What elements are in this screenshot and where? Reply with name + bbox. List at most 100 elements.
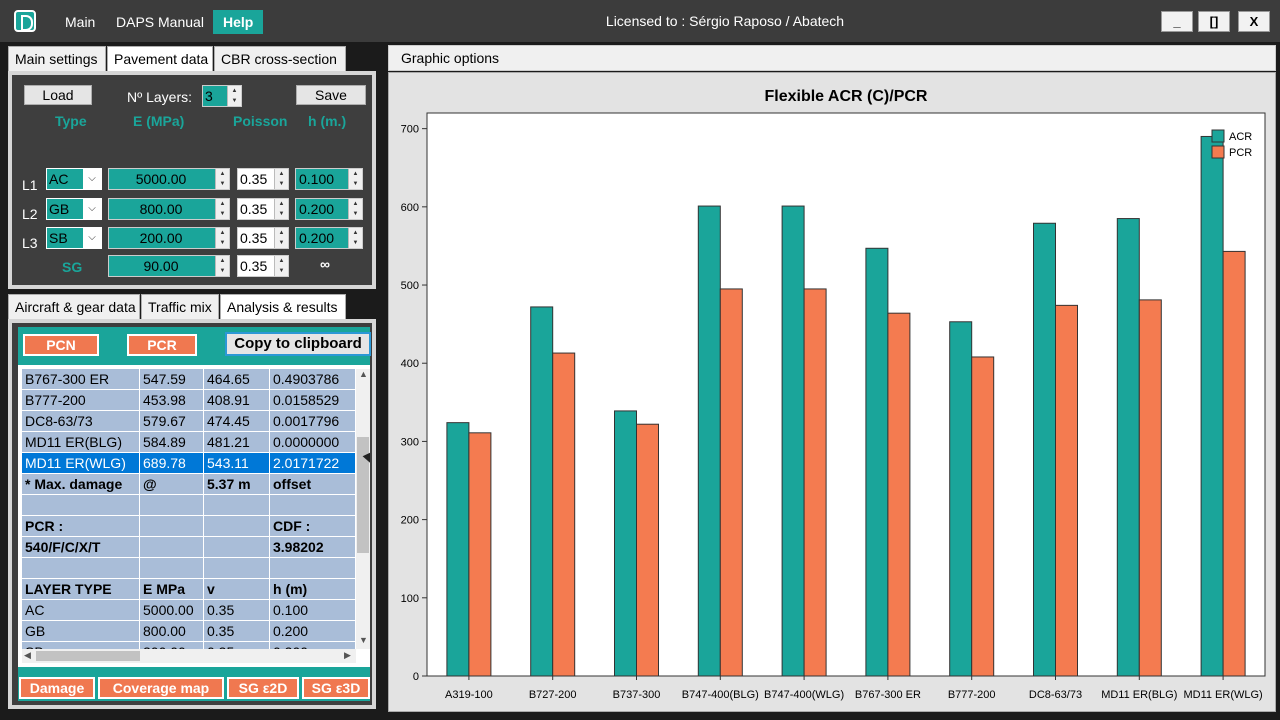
damage-button[interactable]: Damage: [19, 677, 95, 699]
spin-arrows-icon[interactable]: ▲ ▼: [227, 86, 241, 106]
spin-arrows-icon[interactable]: ▲ ▼: [274, 199, 288, 219]
e-stepper-l3[interactable]: 200.00 ▲ ▼: [108, 227, 230, 249]
table-row[interactable]: * Max. damage @5.37 m offset: [22, 474, 356, 495]
results-table[interactable]: B767-300 ER 547.59 464.65 0.4903786 B777-200…: [22, 369, 356, 649]
spin-arrows-icon[interactable]: ▲ ▼: [215, 199, 229, 219]
poisson-stepper-l3[interactable]: 0.35 ▲ ▼: [237, 227, 289, 249]
tab-aircraft-gear-data[interactable]: Aircraft & gear data: [8, 294, 140, 320]
h-stepper-l2[interactable]: 0.200 ▲ ▼: [295, 198, 363, 220]
table-cell: 800.00: [140, 621, 204, 641]
h-stepper-l1[interactable]: 0.100 ▲ ▼: [295, 168, 363, 190]
table-row[interactable]: B767-300 ER 547.59 464.65 0.4903786: [22, 369, 356, 390]
tab-pavement-data[interactable]: Pavement data: [107, 46, 213, 72]
scroll-right-icon[interactable]: ▶: [344, 650, 351, 660]
table-row[interactable]: SB200.000.350.200: [22, 642, 356, 649]
scroll-down-icon[interactable]: ▼: [359, 635, 368, 645]
spin-arrows-icon[interactable]: ▲ ▼: [215, 228, 229, 248]
spin-arrows-icon[interactable]: ▲ ▼: [274, 228, 288, 248]
table-row[interactable]: 540/F/C/X/T 3.98202: [22, 537, 356, 558]
graphic-options-bar[interactable]: Graphic options: [388, 45, 1276, 71]
layer-type-select-l3[interactable]: SB ⌵: [46, 227, 102, 249]
layer-type-select-l2[interactable]: GB ⌵: [46, 198, 102, 220]
table-row[interactable]: LAYER TYPE E MPa v h (m): [22, 579, 356, 600]
minimize-button[interactable]: _: [1161, 11, 1193, 32]
tab-main-settings[interactable]: Main settings: [8, 46, 106, 72]
bar-pcr: [1055, 304, 1078, 677]
bar-pcr: [887, 312, 911, 677]
poisson-value: 0.35: [240, 258, 268, 274]
table-cell: [140, 558, 204, 578]
tab-analysis-results[interactable]: Analysis & results: [220, 294, 346, 320]
spin-arrows-icon[interactable]: ▲ ▼: [215, 256, 229, 276]
poisson-stepper-sg[interactable]: 0.35 ▲ ▼: [237, 255, 289, 277]
spin-arrows-icon[interactable]: ▲ ▼: [274, 169, 288, 189]
horizontal-scrollbar[interactable]: ◀ ▶: [22, 649, 356, 663]
spin-arrows-icon[interactable]: ▲ ▼: [348, 228, 362, 248]
spin-arrows-icon[interactable]: ▲ ▼: [348, 199, 362, 219]
coverage-map-button[interactable]: Coverage map: [98, 677, 224, 699]
menu-daps-manual[interactable]: DAPS Manual: [116, 14, 204, 30]
tab-cbr-cross-section[interactable]: CBR cross-section: [214, 46, 346, 72]
y-tick-label: 700: [401, 124, 419, 136]
table-row[interactable]: PCR : CDF :: [22, 516, 356, 537]
vertical-scrollbar[interactable]: ▲ ▼: [356, 369, 370, 649]
title-bar: Main DAPS Manual Help Licensed to : Sérg…: [0, 0, 1280, 42]
pavement-data-panel: Load Nº Layers: 3 ▲ ▼ Save Type E (MPa) P…: [8, 71, 376, 289]
chevron-down-icon[interactable]: ⌵: [83, 199, 101, 219]
window-title: Licensed to : Sérgio Raposo / Abatech: [605, 13, 845, 29]
layers-stepper[interactable]: 3 ▲ ▼: [202, 85, 242, 107]
pcn-button[interactable]: PCN: [23, 334, 99, 356]
legend-label-pcr: PCR: [1229, 147, 1252, 159]
table-row[interactable]: GB 800.00 0.35 0.200: [22, 621, 356, 642]
e-stepper-l2[interactable]: 800.00 ▲ ▼: [108, 198, 230, 220]
table-cell: 464.65: [204, 369, 270, 389]
chevron-down-icon[interactable]: ⌵: [83, 228, 101, 248]
e-stepper-l1[interactable]: 5000.00 ▲ ▼: [108, 168, 230, 190]
save-button[interactable]: Save: [296, 85, 366, 105]
scrollbar-thumb[interactable]: [357, 437, 369, 553]
poisson-stepper-l1[interactable]: 0.35 ▲ ▼: [237, 168, 289, 190]
table-cell: [204, 537, 270, 557]
results-grid: B767-300 ER 547.59 464.65 0.4903786 B777-200…: [18, 365, 370, 667]
pcr-button[interactable]: PCR: [127, 334, 197, 356]
sg-e2d-button[interactable]: SG ε2D: [227, 677, 299, 699]
bar-acr: [1200, 135, 1224, 677]
bar-acr: [949, 321, 973, 677]
table-row[interactable]: MD11 ER(WLG) 689.78 543.11 2.0171722: [22, 453, 356, 474]
x-tick-label: B737-300: [613, 689, 661, 701]
table-row[interactable]: [22, 558, 356, 579]
spin-arrows-icon[interactable]: ▲ ▼: [348, 169, 362, 189]
table-cell: 0.0158529: [270, 390, 356, 410]
table-cell: [22, 495, 140, 515]
layer-type-select-l1[interactable]: AC ⌵: [46, 168, 102, 190]
table-row[interactable]: DC8-63/73 579.67 474.45 0.0017796: [22, 411, 356, 432]
layers-value: 3: [205, 88, 213, 104]
table-row[interactable]: [22, 495, 356, 516]
copy-to-clipboard-button[interactable]: Copy to clipboard: [225, 332, 371, 356]
table-cell: 5.37 m: [204, 474, 270, 494]
sg-e3d-button[interactable]: SG ε3D: [302, 677, 370, 699]
menu-main[interactable]: Main: [65, 14, 96, 30]
chevron-down-icon[interactable]: ⌵: [83, 169, 101, 189]
e-stepper-sg[interactable]: 90.00 ▲ ▼: [108, 255, 230, 277]
y-tick-label: 0: [413, 671, 419, 683]
table-row[interactable]: MD11 ER(BLG) 584.89 481.21 0.0000000: [22, 432, 356, 453]
load-button[interactable]: Load: [24, 85, 92, 105]
poisson-value: 0.35: [240, 230, 268, 246]
maximize-button[interactable]: []: [1198, 11, 1230, 32]
table-row[interactable]: B777-200 453.98 408.91 0.0158529: [22, 390, 356, 411]
table-row[interactable]: AC 5000.00 0.35 0.100: [22, 600, 356, 621]
header-poisson: Poisson: [233, 113, 288, 129]
scroll-up-icon[interactable]: ▲: [359, 369, 368, 379]
poisson-stepper-l2[interactable]: 0.35 ▲ ▼: [237, 198, 289, 220]
x-tick-label: B767-300 ER: [855, 689, 921, 701]
h-stepper-l3[interactable]: 0.200 ▲ ▼: [295, 227, 363, 249]
spin-arrows-icon[interactable]: ▲ ▼: [274, 256, 288, 276]
close-button[interactable]: X: [1238, 11, 1270, 32]
menu-help[interactable]: Help: [213, 10, 264, 34]
scroll-left-icon[interactable]: ◀: [24, 650, 31, 660]
spin-arrows-icon[interactable]: ▲ ▼: [215, 169, 229, 189]
layer-type-value: GB: [49, 201, 70, 217]
scrollbar-thumb[interactable]: [36, 651, 140, 661]
tab-traffic-mix[interactable]: Traffic mix: [141, 294, 219, 320]
